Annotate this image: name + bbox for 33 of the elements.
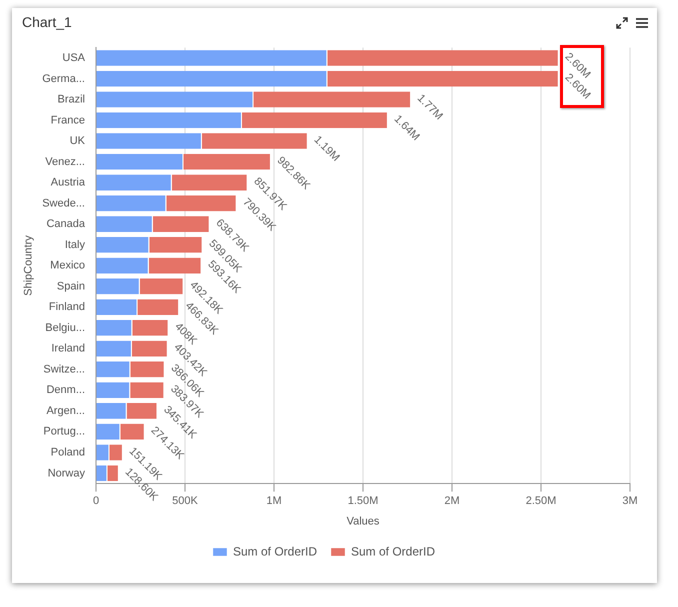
- x-axis-title: Values: [346, 515, 380, 528]
- y-tick-label: Mexico: [50, 260, 85, 272]
- x-tick-label: 1.50M: [348, 495, 378, 508]
- legend-label: Sum of OrderID: [351, 544, 436, 558]
- y-axis-title: ShipCountry: [22, 234, 35, 296]
- y-tick-label: Brazil: [57, 94, 85, 106]
- legend-label: Sum of OrderID: [232, 544, 318, 558]
- x-tick-label: 2M: [444, 495, 460, 508]
- y-tick-label: Austria: [50, 176, 86, 189]
- y-tick-label: Argen...: [46, 404, 85, 417]
- y-tick-label: Italy: [64, 238, 86, 251]
- y-tick-label: Swede...: [42, 197, 85, 210]
- y-tick-label: Ireland: [51, 342, 85, 355]
- y-tick-label: Portug...: [43, 426, 85, 438]
- y-tick-label: UK: [70, 135, 86, 148]
- x-tick-label: 0: [92, 495, 100, 508]
- y-tick-label: Switze...: [43, 363, 85, 376]
- y-tick-label: Venez...: [45, 156, 85, 168]
- y-tick-label: Spain: [56, 280, 85, 292]
- y-tick-label: France: [50, 114, 85, 126]
- y-tick-label: USA: [62, 52, 86, 64]
- chart-title: Chart_1: [22, 14, 72, 30]
- y-tick-label: Norway: [48, 467, 86, 480]
- y-tick-label: Belgiu...: [45, 322, 85, 334]
- y-tick-label: Denm...: [46, 384, 85, 396]
- x-tick-label: 2.50M: [526, 495, 556, 508]
- y-tick-label: Poland: [50, 446, 85, 458]
- y-tick-label: Canada: [46, 218, 86, 230]
- x-tick-label: 3M: [622, 495, 638, 508]
- x-tick-label: 1M: [266, 495, 282, 508]
- y-tick-label: Finland: [48, 301, 85, 314]
- y-tick-label: Germa...: [42, 72, 85, 85]
- x-tick-label: 500K: [172, 495, 199, 508]
